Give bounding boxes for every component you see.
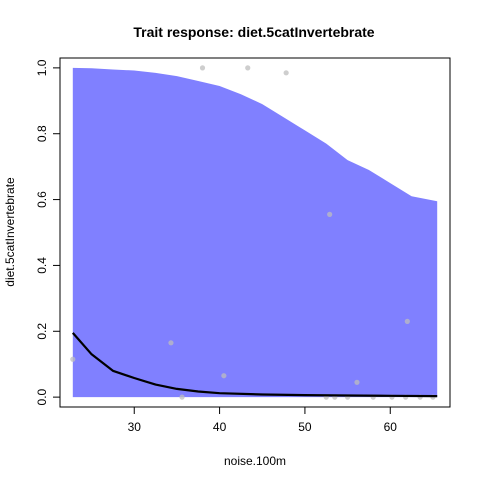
- y-tick-label: 0.6: [35, 191, 49, 208]
- y-tick-label: 1.0: [35, 59, 49, 76]
- plot-area: [70, 65, 438, 400]
- data-point: [199, 65, 206, 71]
- data-point: [179, 394, 185, 400]
- data-point: [168, 340, 174, 346]
- data-point: [283, 70, 289, 76]
- y-tick-label: 0.2: [35, 323, 49, 340]
- data-point: [245, 65, 251, 71]
- data-point: [327, 211, 333, 217]
- data-point: [70, 356, 76, 362]
- x-axis-label: noise.100m: [224, 454, 286, 468]
- x-tick-label: 50: [298, 420, 312, 434]
- confidence-band: [72, 67, 438, 398]
- chart-title: Trait response: diet.5catInvertebrate: [133, 24, 374, 40]
- x-tick-label: 60: [384, 420, 398, 434]
- data-point: [404, 318, 410, 324]
- plot-frame: [59, 57, 451, 408]
- data-point: [354, 379, 360, 385]
- fitted-line: [71, 332, 438, 398]
- y-tick-label: 0.0: [35, 388, 49, 405]
- axes: 30 40 50 60 0.0 0.2 0.4 0.6 0.8 1.0: [35, 59, 397, 434]
- data-point: [221, 373, 227, 379]
- x-tick-label: 40: [213, 420, 227, 434]
- y-tick-label: 0.4: [35, 257, 49, 274]
- x-tick-label: 30: [128, 420, 142, 434]
- y-tick-label: 0.8: [35, 125, 49, 142]
- y-axis-label: diet.5catInvertebrate: [3, 177, 17, 287]
